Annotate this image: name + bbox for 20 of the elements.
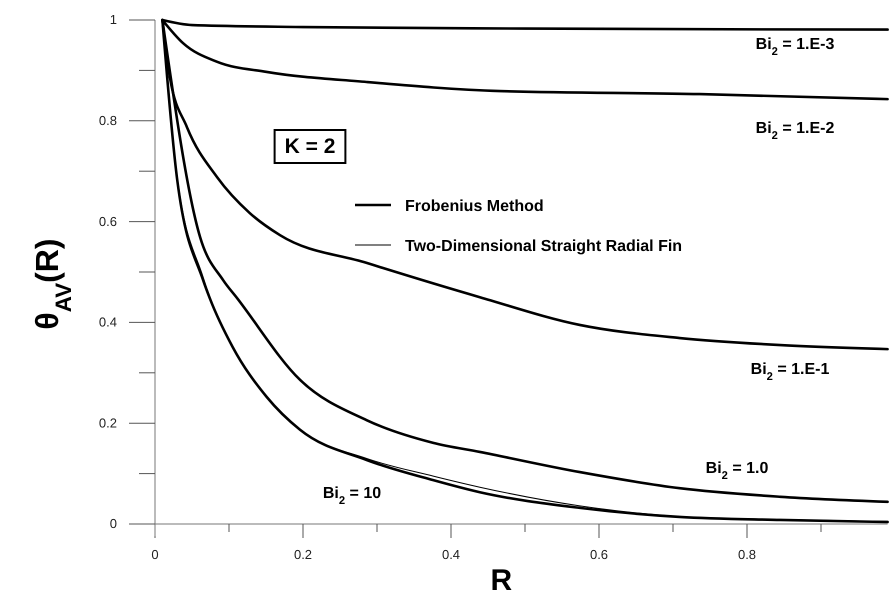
annotation: Bi$_{2}$ = 1.E-1 [750,361,830,383]
y-tick-label: 0.8 [98,112,117,128]
x-axis-title: R [490,564,512,595]
annotation: Bi$_{2}$ = 10 [322,485,382,507]
y-tick-label: 0.6 [98,214,117,229]
x-tick-label: 0.2 [294,547,312,562]
x-tick-label: 0 [151,547,159,562]
x-tick-label: 0.6 [590,547,608,562]
annotation: Bi$_{2}$ = 1.E-2 [756,120,834,142]
y-tick-label: 0 [110,516,117,532]
x-tick-label: 0.8 [738,547,756,562]
legend-label: Frobenius Method [405,198,544,215]
y-tick-label: 0.4 [98,314,117,330]
y-tick-label: 1 [110,12,117,28]
annotation: K = 2 [284,135,336,158]
annotation: Bi$_{2}$ = 1.E-3 [756,36,834,58]
annotation: Bi$_{2}$ = 1.0 [706,460,768,482]
x-tick-label: 0.4 [442,547,460,562]
legend-label: Two-Dimensional Straight Radial Fin [405,238,682,255]
y-tick-label: 0.2 [98,415,117,430]
